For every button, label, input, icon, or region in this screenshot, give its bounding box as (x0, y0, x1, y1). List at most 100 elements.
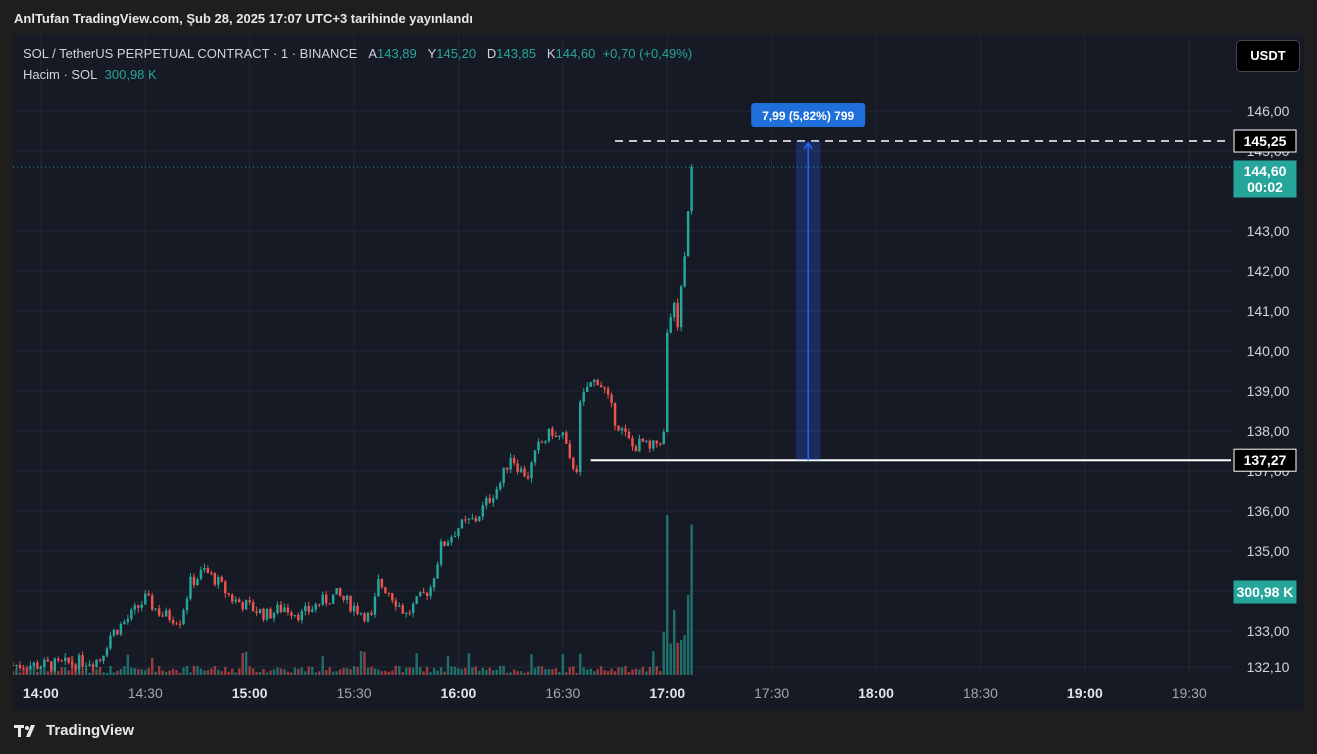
volume-bar (168, 670, 171, 675)
y-tick-label: 140,00 (1247, 343, 1290, 359)
candle-body (192, 576, 196, 586)
price-tag-bottom (1233, 448, 1297, 472)
tradingview-footer[interactable]: TradingView (14, 722, 134, 739)
x-tick-label: 16:30 (545, 685, 580, 701)
volume-bar (418, 667, 422, 675)
volume-bar (572, 666, 575, 675)
candle-body (558, 435, 561, 437)
volume-bar (471, 667, 474, 675)
volume-bar (512, 669, 516, 675)
volume-bar (464, 667, 467, 675)
volume-bar (453, 666, 457, 675)
candle-body (443, 541, 446, 546)
volume-bar (63, 667, 67, 675)
close-value: 144,60 (555, 46, 596, 61)
volume-bar (603, 670, 606, 675)
candle-body (25, 668, 29, 670)
volume-bar (237, 668, 241, 675)
volume-bar (373, 668, 377, 675)
candle-body (530, 462, 533, 479)
volume-bar (645, 671, 648, 675)
candle-body (91, 664, 95, 667)
volume-bar (652, 651, 655, 675)
candle-body (133, 605, 137, 610)
candle-body (105, 648, 109, 656)
candle-body (112, 629, 116, 636)
volume-bar (620, 667, 624, 675)
price-chart[interactable]: 7,99 (5,82%) 799 146,00145,00143,00142,0… (13, 35, 1304, 710)
volume-bar (568, 667, 572, 675)
candle-body (405, 612, 408, 614)
volume-bar (648, 666, 652, 675)
volume-bar (638, 669, 641, 675)
volume-bar (57, 671, 60, 675)
volume-bar (123, 666, 126, 675)
chart-panel[interactable]: 7,99 (5,82%) 799 146,00145,00143,00142,0… (13, 35, 1304, 710)
candle-body (352, 605, 356, 612)
candle-body (683, 256, 686, 287)
volume-bar (199, 668, 203, 675)
symbol-legend[interactable]: SOL / TetherUS PERPETUAL CONTRACT · 1 · … (23, 46, 692, 61)
volume-bar (624, 665, 627, 675)
candle-body (464, 519, 467, 521)
x-tick-label: 17:30 (754, 685, 789, 701)
change-value: +0,70 (+0,49%) (602, 46, 693, 61)
candle-body (199, 569, 203, 580)
volume-bar (43, 668, 46, 675)
candle-body (533, 450, 537, 463)
volume-bar (98, 667, 102, 675)
volume-bar (74, 669, 77, 675)
candle-body (300, 610, 304, 620)
volume-bar (415, 653, 418, 675)
candle-body (157, 608, 161, 616)
candle-body (15, 664, 18, 666)
candle-body (509, 457, 512, 470)
volume-bar (335, 671, 338, 675)
volume-bar (575, 672, 578, 675)
candle-body (638, 438, 641, 452)
x-tick-label: 15:30 (337, 685, 372, 701)
volume-bar (599, 666, 603, 675)
candle-body (411, 603, 415, 614)
candle-body (457, 528, 460, 536)
volume-bar (137, 668, 140, 675)
volume-bar (171, 668, 175, 675)
candle-body (579, 401, 582, 473)
candle-body (345, 595, 349, 600)
symbol-name[interactable]: SOL / TetherUS PERPETUAL CONTRACT · 1 · … (23, 46, 358, 61)
currency-button[interactable]: USDT (1236, 40, 1300, 72)
volume-bar (686, 595, 690, 675)
x-tick-label: 19:00 (1067, 685, 1103, 701)
volume-bar (269, 670, 272, 675)
volume-bar (81, 671, 84, 675)
candle-body (568, 443, 572, 458)
volume-bar (613, 671, 617, 675)
candle-body (624, 428, 627, 433)
candle-body (22, 668, 25, 670)
candle-body (13, 665, 15, 666)
candle-body (342, 595, 345, 600)
volume-bar (279, 668, 283, 675)
candle-body (422, 592, 425, 594)
volume-bar (579, 653, 582, 675)
candle-body (645, 440, 648, 442)
volume-bar (206, 670, 210, 675)
volume-bar (286, 671, 290, 675)
volume-bar (290, 672, 293, 675)
volume-legend[interactable]: Hacim · SOL 300,98 K (23, 67, 157, 82)
candle-body (279, 604, 283, 613)
tradingview-brand: TradingView (46, 722, 135, 739)
candle-body (164, 610, 168, 617)
volume-bar (224, 666, 227, 675)
volume-bar (130, 667, 133, 675)
high-label: Y (427, 46, 437, 61)
volume-bar (133, 668, 137, 675)
low-value: 143,85 (496, 46, 537, 61)
volume-bar (460, 669, 464, 675)
candle-body (335, 588, 338, 595)
volume-bar (523, 672, 526, 675)
candle-body (394, 600, 398, 607)
volume-bar (679, 639, 683, 675)
high-value: 145,20 (436, 46, 477, 61)
volume-bar (540, 666, 544, 675)
